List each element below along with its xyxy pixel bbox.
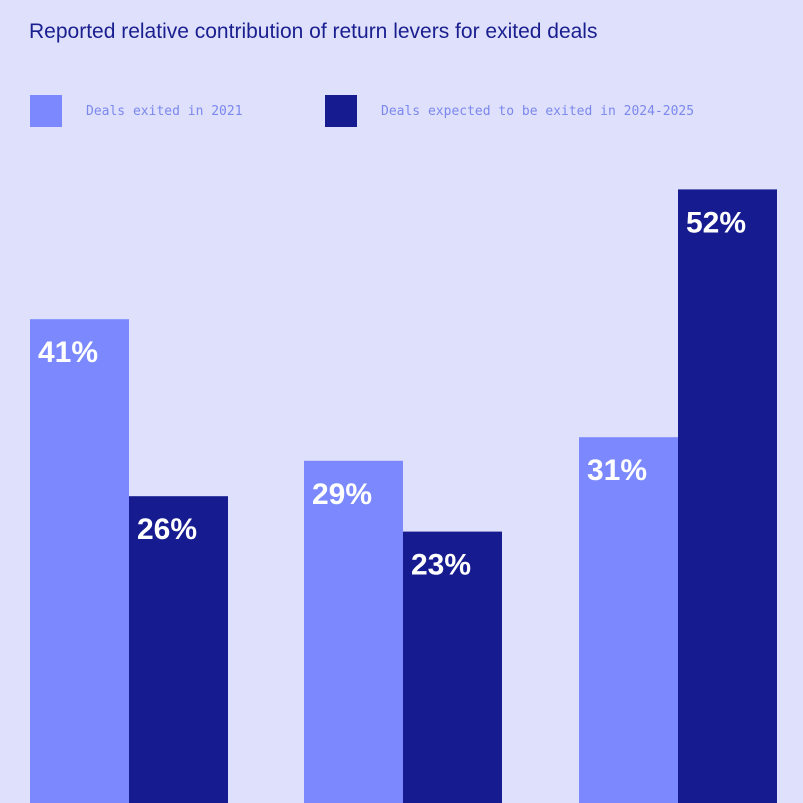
bar-value-label: 31% — [587, 454, 647, 487]
bar-value-label: 29% — [312, 478, 372, 511]
bar-value-label: 41% — [38, 336, 98, 369]
bar-expected-2024-2025-3 — [678, 189, 777, 803]
bar-exited-2021-1 — [30, 319, 129, 803]
legend-label: Deals exited in 2021 — [86, 103, 243, 119]
chart-title: Reported relative contribution of return… — [29, 20, 598, 43]
bar-exited-2021-2 — [304, 460, 403, 803]
legend-label: Deals expected to be exited in 2024-2025 — [381, 103, 695, 119]
bar-value-label: 26% — [137, 513, 197, 546]
legend-swatch — [325, 95, 357, 127]
bar-expected-2024-2025-2 — [403, 531, 502, 803]
legend-item-deals-exited-2021: Deals exited in 2021 — [30, 95, 243, 127]
legend-item-deals-expected-2024-2025: Deals expected to be exited in 2024-2025 — [325, 95, 694, 127]
legend-swatch — [30, 95, 62, 127]
bar-expected-2024-2025-1 — [129, 496, 228, 803]
bar-value-label: 52% — [686, 206, 746, 239]
bar-exited-2021-3 — [579, 437, 678, 803]
bar-value-label: 23% — [411, 549, 471, 582]
